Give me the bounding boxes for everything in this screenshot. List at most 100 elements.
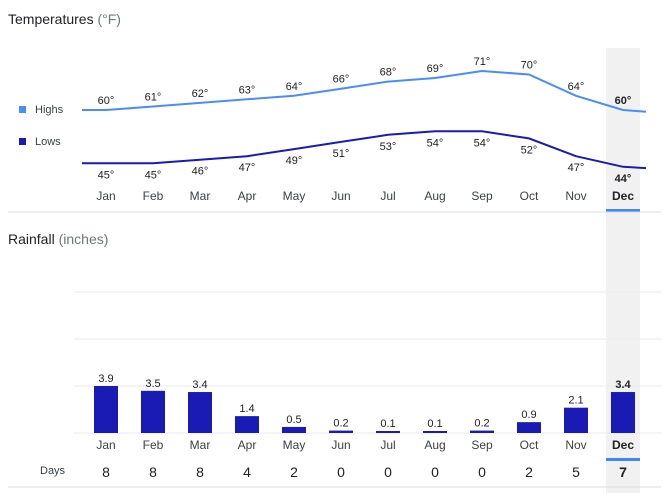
rainfall-value-label: 0.1 — [380, 418, 395, 430]
rainfall-value-labels: 3.9 3.5 3.4 1.4 0.5 0.2 0.1 0.1 0.2 0.9 2.1 3.4 — [98, 373, 631, 430]
month-columns[interactable] — [83, 48, 647, 488]
rainfall-value-label: 3.4 — [192, 379, 207, 391]
highs-value-label: 64° — [568, 81, 585, 93]
month-column-jul[interactable] — [365, 48, 412, 488]
rainfall-month-label: Mar — [190, 438, 211, 452]
temperature-month-label: May — [283, 189, 306, 203]
highs-value-label: 69° — [427, 63, 444, 75]
rainy-days-value: 8 — [102, 464, 110, 480]
rainfall-bar — [423, 431, 447, 433]
month-column-mar[interactable] — [177, 48, 224, 488]
lows-value-label: 46° — [192, 166, 209, 178]
highs-value-label: 60° — [98, 95, 115, 107]
temperature-month-label: Feb — [143, 189, 164, 203]
rainfall-month-label: Dec — [612, 438, 634, 452]
rainfall-value-label: 0.2 — [333, 418, 348, 430]
temperature-month-label: Jul — [380, 189, 395, 203]
rainfall-bar — [282, 426, 306, 433]
rainy-days-value: 8 — [149, 464, 157, 480]
highs-value-label: 64° — [286, 81, 303, 93]
rainy-days-value: 0 — [384, 464, 392, 480]
rainfall-bar — [141, 390, 165, 433]
month-column-sep[interactable] — [459, 48, 506, 488]
rainfall-bar — [235, 416, 259, 433]
lows-value-label: 45° — [145, 169, 162, 181]
rainfall-title: Rainfall (inches) — [8, 231, 108, 247]
month-column-apr[interactable] — [224, 48, 271, 488]
rainy-days-value: 0 — [431, 464, 439, 480]
selected-month-underline — [606, 209, 640, 212]
highs-legend-swatch — [19, 106, 26, 113]
temperatures-title: Temperatures (°F) — [8, 11, 121, 27]
month-column-oct[interactable] — [506, 48, 553, 488]
month-column-jan[interactable] — [83, 48, 130, 488]
temperature-labels: 60° 61° 62° 63° 64° 66° 68° 69° 71° 70° 64° 60° 45° 4… — [98, 56, 632, 185]
rainfall-bars — [94, 386, 635, 433]
temperature-month-label: Dec — [612, 189, 634, 203]
lows-value-label: 44° — [615, 173, 632, 185]
month-column-may[interactable] — [271, 48, 318, 488]
temperature-month-label: Mar — [190, 189, 211, 203]
rainfall-bar — [517, 422, 541, 433]
lows-value-label: 53° — [380, 141, 397, 153]
rainfall-month-label: Apr — [238, 438, 257, 452]
rainfall-month-label: Oct — [520, 438, 539, 452]
lows-value-label: 54° — [474, 137, 491, 149]
rainy-days-value: 4 — [243, 464, 251, 480]
rainy-days-value: 0 — [478, 464, 486, 480]
lows-legend-label: Lows — [35, 136, 61, 148]
rainfall-bar — [376, 431, 400, 433]
rainy-days-values: 8 8 8 4 2 0 0 0 0 2 5 7 — [102, 464, 627, 480]
highs-value-label: 63° — [239, 84, 256, 96]
rainfall-value-label: 0.9 — [521, 409, 536, 421]
rainy-days-value: 7 — [619, 464, 627, 480]
month-column-aug[interactable] — [412, 48, 459, 488]
temperature-month-label: Oct — [520, 189, 539, 203]
rainfall-bar — [188, 392, 212, 433]
month-column-feb[interactable] — [130, 48, 177, 488]
rainfall-bar — [329, 430, 353, 433]
rainfall-month-label: Aug — [424, 438, 445, 452]
rainfall-gridlines — [74, 291, 661, 434]
highs-value-label: 68° — [380, 67, 397, 79]
rainfall-month-label: Jul — [380, 438, 395, 452]
rainfall-month-label: Jan — [96, 438, 115, 452]
temperature-month-label: Jun — [331, 189, 350, 203]
month-column-nov[interactable] — [553, 48, 600, 488]
temperature-month-axis: Jan Feb Mar Apr May Jun Jul Aug Sep Oct Nov Dec — [96, 189, 634, 203]
rainy-days-value: 8 — [196, 464, 204, 480]
rainfall-value-label: 1.4 — [239, 403, 254, 415]
rainfall-month-axis: Jan Feb Mar Apr May Jun Jul Aug Sep Oct Nov Dec — [96, 438, 634, 452]
rainy-days-value: 5 — [572, 464, 580, 480]
rainfall-value-label: 0.5 — [286, 414, 301, 426]
highs-value-label: 70° — [521, 60, 538, 72]
rainfall-month-label: Nov — [565, 438, 586, 452]
rainy-days-value: 2 — [525, 464, 533, 480]
highs-value-label: 60° — [615, 95, 632, 107]
rainfall-month-label: Feb — [143, 438, 164, 452]
lows-value-label: 54° — [427, 137, 444, 149]
selected-month-underline — [606, 458, 640, 461]
rainfall-month-label: May — [283, 438, 306, 452]
lows-value-label: 52° — [521, 144, 538, 156]
month-column-jun[interactable] — [318, 48, 365, 488]
highs-series-line — [82, 69, 647, 113]
rainfall-month-label: Jun — [331, 438, 350, 452]
temperature-month-label: Apr — [238, 189, 257, 203]
temperature-month-label: Nov — [565, 189, 586, 203]
temperature-month-label: Aug — [424, 189, 445, 203]
lows-value-label: 49° — [286, 155, 303, 167]
rainy-days-value: 2 — [290, 464, 298, 480]
highs-value-label: 71° — [474, 56, 491, 68]
highs-value-label: 62° — [192, 88, 209, 100]
rainfall-value-label: 3.9 — [98, 373, 113, 385]
temperature-month-label: Jan — [96, 189, 115, 203]
rainfall-month-label: Sep — [471, 438, 493, 452]
lows-value-label: 51° — [333, 148, 350, 160]
lows-value-label: 45° — [98, 169, 115, 181]
month-column-dec[interactable] — [600, 48, 647, 488]
rainfall-value-label: 3.4 — [615, 379, 631, 391]
temperature-month-label: Sep — [471, 189, 493, 203]
rainfall-bar — [470, 430, 494, 433]
